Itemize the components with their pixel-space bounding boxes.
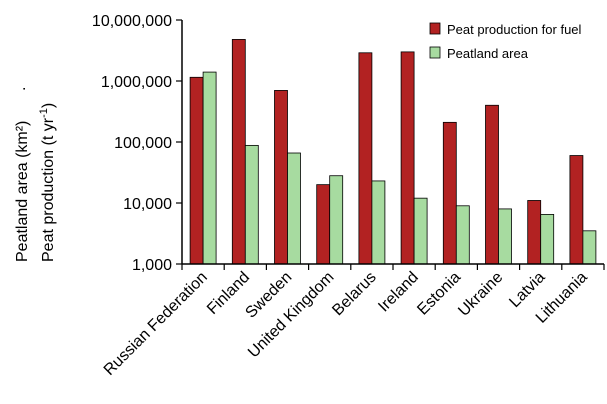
bar-area-lithuania [582,230,597,265]
x-tick-label: Ukraine [455,269,506,320]
bar-area-ireland [413,197,428,265]
legend-swatch [429,46,441,59]
y-axis-label: Peatland area (km²) . Peat production (t… [12,87,57,262]
legend-swatch [429,22,441,35]
x-tick-label: Russian Federation [101,269,211,379]
bar-area-russian-federation [202,71,217,265]
y-tick-label: 1,000 [132,257,172,274]
bar-production-united-kingdom [316,184,331,265]
x-tick-label: Estonia [414,269,464,319]
bar-area-latvia [540,214,555,265]
legend-label: Peat production for fuel [447,22,582,37]
bar-production-latvia [527,200,542,265]
bar-production-finland [231,39,246,265]
bar-area-estonia [455,205,470,265]
legend-label: Peatland area [447,46,529,61]
bar-area-united-kingdom [329,175,344,265]
bar-production-ukraine [485,104,499,265]
bar-production-sweden [274,90,288,265]
bar-production-lithuania [569,155,584,265]
y-tick-label: 100,000 [114,135,172,152]
y-tick-label: 10,000,000 [92,13,172,30]
bar-production-ireland [400,51,415,265]
bar-area-ukraine [498,208,512,265]
bar-production-belarus [358,52,373,265]
bar-area-sweden [287,152,301,265]
y-axis-label-dot: . [12,87,29,91]
bar-production-russian-federation [189,76,204,265]
y-tick-label: 10,000 [123,196,172,213]
y-tick-label: 1,000,000 [101,74,172,91]
x-tick-label: Belarus [329,269,379,319]
bar-area-belarus [371,180,386,265]
y-axis-label-line2: Peat production (t yr-1) [38,103,57,262]
bar-area-finland [244,144,259,265]
bar-production-estonia [442,121,457,265]
y-axis-label-line1: Peatland area (km²) [14,121,31,262]
